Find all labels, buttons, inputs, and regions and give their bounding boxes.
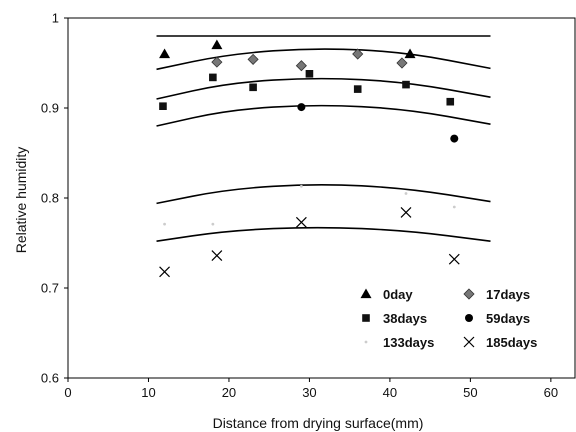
y-tick-label: 0.9 [41, 101, 59, 116]
data-point-square [249, 83, 257, 92]
data-point-triangle [159, 48, 171, 59]
legend-label: 17days [486, 287, 530, 302]
data-point-dot [452, 205, 456, 209]
x-tick-label: 30 [302, 385, 316, 400]
x-tick-label: 10 [141, 385, 155, 400]
legend-label: 185days [486, 335, 537, 350]
data-point-square [446, 97, 455, 106]
data-point-circle [450, 134, 459, 143]
data-point-square [209, 73, 217, 82]
x-tick-label: 0 [64, 385, 71, 400]
data-point-x [211, 250, 223, 262]
legend-label: 38days [383, 311, 427, 326]
data-point-x [295, 216, 307, 228]
data-markers [159, 39, 460, 278]
data-point-square [305, 70, 314, 78]
data-point-x [448, 253, 460, 265]
data-point-dot [299, 184, 303, 188]
fitted-curve [156, 77, 491, 100]
fitted-curve [156, 104, 491, 127]
legend-marker-diamond [463, 288, 475, 300]
x-tick-label: 60 [544, 385, 558, 400]
x-axis-title: Distance from drying surface(mm) [213, 415, 424, 431]
data-point-x [159, 266, 170, 278]
y-tick-label: 0.7 [41, 281, 59, 296]
data-point-diamond [247, 53, 259, 65]
axes-layer: 0 10 20 30 40 50 60 0.6 0.7 0.8 0.9 1 [41, 11, 576, 400]
data-point-x [400, 206, 412, 218]
data-point-circle [297, 103, 306, 112]
legend-label: 59days [486, 311, 530, 326]
data-point-dot [163, 222, 166, 226]
legend-marker-triangle [360, 288, 372, 299]
data-point-diamond [396, 57, 408, 69]
legend-marker-square [362, 314, 370, 322]
data-point-diamond [295, 60, 307, 72]
data-point-diamond [211, 56, 223, 68]
legend-marker-circle [465, 314, 473, 322]
x-tick-label: 20 [222, 385, 236, 400]
x-tick-label: 50 [463, 385, 477, 400]
legend-label: 133days [383, 335, 434, 350]
data-point-square [353, 85, 362, 93]
legend: 0day 17days 38days 59days 133days 185days [360, 287, 537, 350]
data-point-dot [404, 192, 408, 195]
fitted-curve [156, 184, 491, 205]
fitted-curves [156, 35, 491, 242]
y-tick-label: 0.6 [41, 371, 59, 386]
data-point-square [159, 102, 167, 110]
legend-label: 0day [383, 287, 413, 302]
x-tick-label: 40 [383, 385, 397, 400]
fitted-curve [156, 226, 491, 242]
legend-marker-dot [364, 340, 368, 344]
data-point-diamond [352, 48, 364, 60]
y-tick-label: 0.8 [41, 191, 59, 206]
y-axis-title: Relative humidity [13, 147, 29, 254]
legend-marker-x [463, 336, 475, 348]
data-point-square [402, 80, 410, 89]
y-tick-label: 1 [52, 11, 59, 26]
data-point-dot [211, 222, 215, 226]
data-point-triangle [211, 39, 223, 50]
data-point-triangle [404, 48, 416, 59]
fitted-curve [156, 48, 491, 71]
